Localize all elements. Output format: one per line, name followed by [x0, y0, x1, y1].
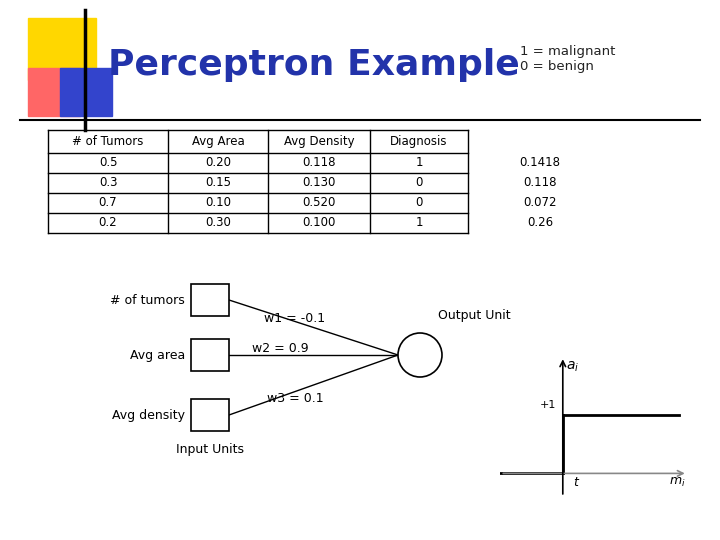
Text: $m_i$: $m_i$ — [669, 476, 685, 489]
Text: w3 = 0.1: w3 = 0.1 — [266, 392, 323, 404]
Text: 0.072: 0.072 — [523, 197, 557, 210]
Text: $a_i$: $a_i$ — [566, 359, 580, 374]
Text: 1: 1 — [415, 217, 423, 230]
Text: 0.3: 0.3 — [99, 177, 117, 190]
Bar — [191, 339, 229, 371]
Text: Avg Density: Avg Density — [284, 135, 354, 148]
Text: w1 = -0.1: w1 = -0.1 — [264, 312, 325, 325]
Text: 0.15: 0.15 — [205, 177, 231, 190]
Text: Input Units: Input Units — [176, 443, 244, 456]
Bar — [191, 284, 229, 316]
Text: 0.118: 0.118 — [523, 177, 557, 190]
Text: 0.30: 0.30 — [205, 217, 231, 230]
Text: 0: 0 — [415, 177, 423, 190]
Text: Avg Area: Avg Area — [192, 135, 244, 148]
Text: 0.1418: 0.1418 — [520, 157, 560, 170]
Text: 0: 0 — [415, 197, 423, 210]
Text: 0.5: 0.5 — [99, 157, 117, 170]
Text: $t$: $t$ — [573, 476, 580, 489]
Bar — [28, 18, 96, 80]
Text: 0.10: 0.10 — [205, 197, 231, 210]
Text: 1: 1 — [415, 157, 423, 170]
Text: 0.100: 0.100 — [302, 217, 336, 230]
Text: # of tumors: # of tumors — [110, 294, 185, 307]
Circle shape — [398, 333, 442, 377]
Text: Avg density: Avg density — [112, 408, 185, 422]
Bar — [60, 68, 112, 116]
Text: # of Tumors: # of Tumors — [72, 135, 144, 148]
Text: 0.26: 0.26 — [527, 217, 553, 230]
Text: 1 = malignant
0 = benign: 1 = malignant 0 = benign — [520, 45, 616, 73]
Text: 0.520: 0.520 — [302, 197, 336, 210]
Text: 0.118: 0.118 — [302, 157, 336, 170]
Text: +1: +1 — [540, 400, 557, 410]
Text: Perceptron Example: Perceptron Example — [108, 48, 520, 82]
Text: 0.130: 0.130 — [302, 177, 336, 190]
Bar — [191, 399, 229, 431]
Text: 0.2: 0.2 — [99, 217, 117, 230]
Text: Output Unit: Output Unit — [438, 308, 510, 321]
Text: Diagnosis: Diagnosis — [390, 135, 448, 148]
Text: 0.7: 0.7 — [99, 197, 117, 210]
Text: w2 = 0.9: w2 = 0.9 — [252, 341, 308, 354]
Text: Avg area: Avg area — [130, 348, 185, 361]
Bar — [28, 68, 80, 116]
Text: 0.20: 0.20 — [205, 157, 231, 170]
